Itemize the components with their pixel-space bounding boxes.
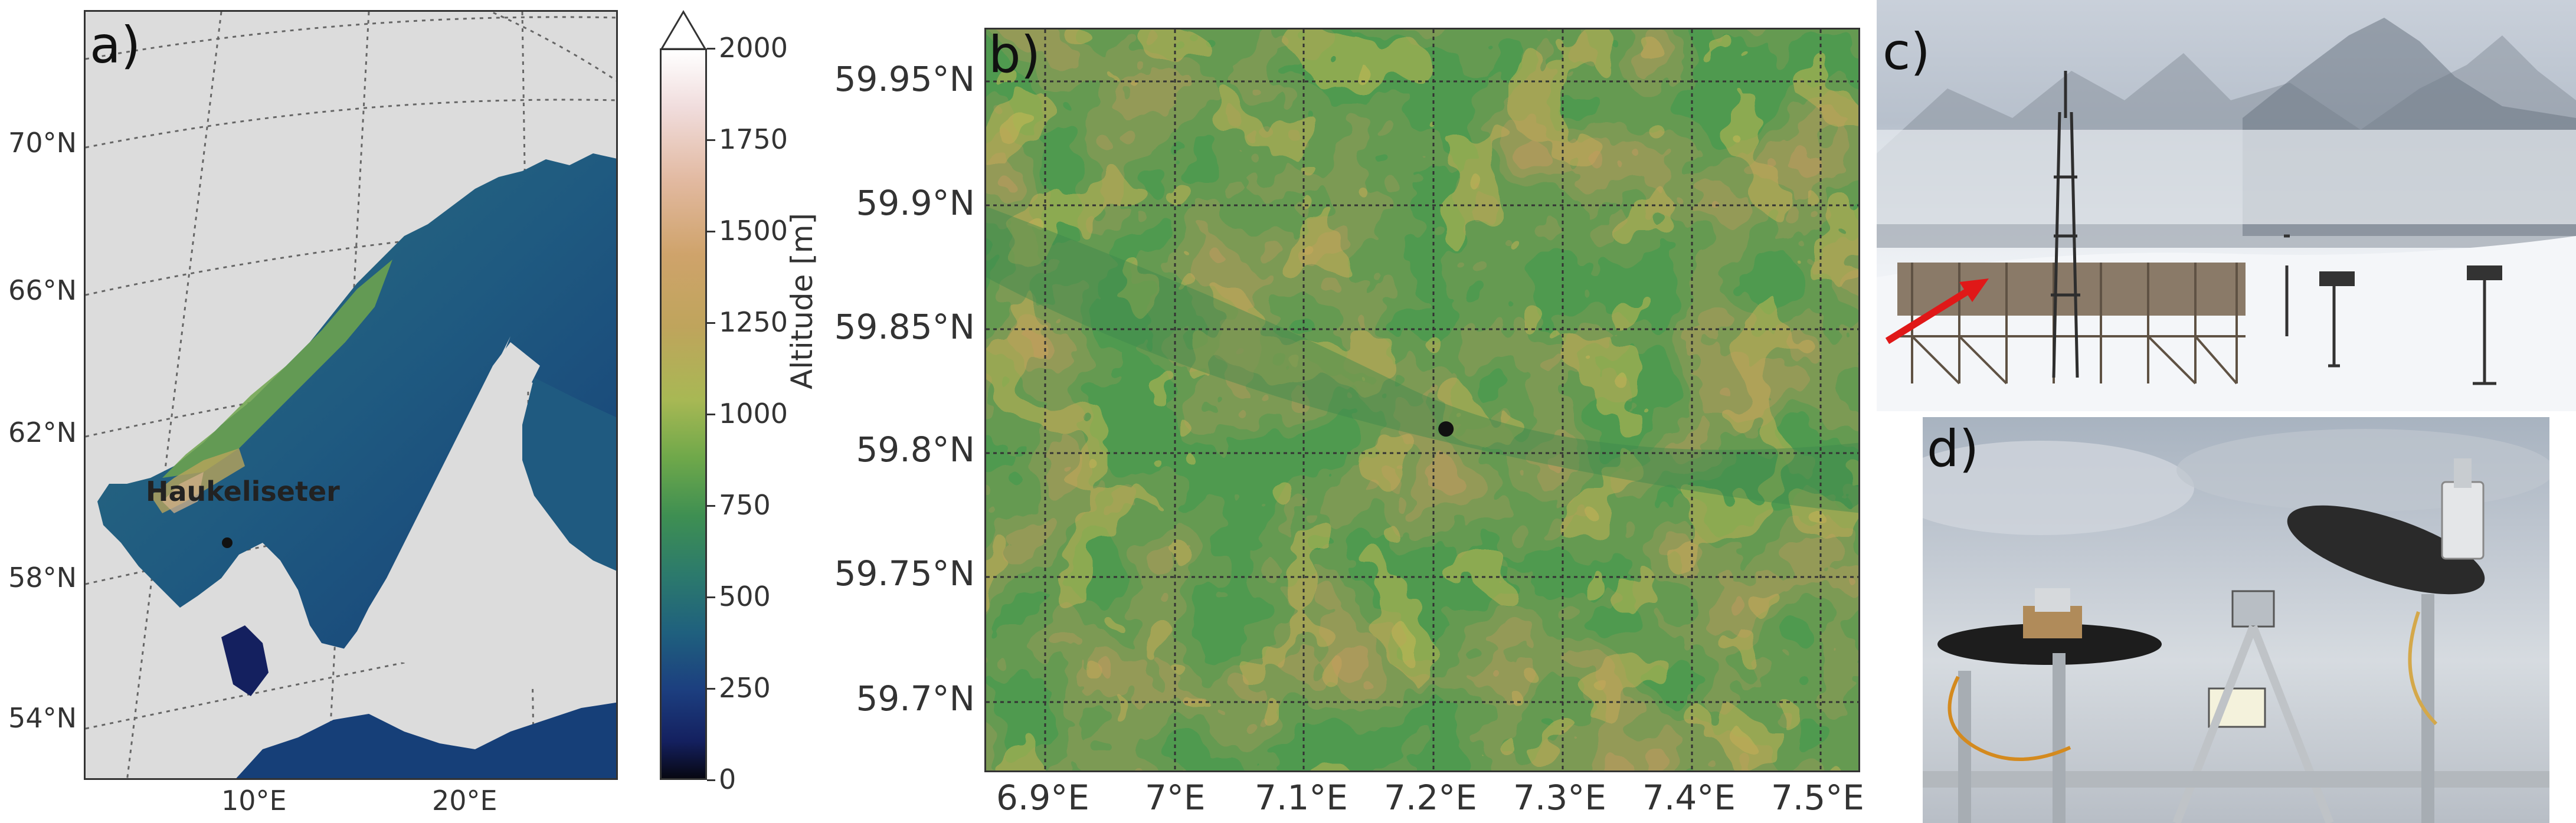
colorbar-tickmark <box>707 596 715 598</box>
lat-label-59-75: 59.75°N <box>834 553 975 594</box>
colorbar-tick-label: 750 <box>719 489 771 521</box>
instrument-photo-graphic <box>1923 429 2549 823</box>
red-arrow <box>1885 278 1989 345</box>
colorbar-tickmark <box>707 322 715 324</box>
station-photo-graphic <box>1877 18 2576 411</box>
grid-lines <box>986 29 1858 770</box>
colorbar-extend-arrow <box>660 10 707 50</box>
colorbar-tick-label: 1500 <box>719 215 788 247</box>
colorbar-tick-label: 1250 <box>719 306 788 338</box>
lat-label-66: 66°N <box>8 274 77 306</box>
lon-label-7-3: 7.3°E <box>1513 778 1606 818</box>
met-mast <box>2051 71 2080 378</box>
lat-label-59-8: 59.8°N <box>856 429 975 470</box>
panel-a-label: a) <box>90 16 141 75</box>
lat-label-59-95: 59.95°N <box>834 59 975 99</box>
lat-label-59-7: 59.7°N <box>856 678 975 719</box>
lat-label-59-9: 59.9°N <box>856 183 975 223</box>
colorbar-tickmark <box>707 505 715 507</box>
altitude-colorbar <box>660 48 707 780</box>
lat-label-58: 58°N <box>8 562 77 594</box>
lon-label-7-4: 7.4°E <box>1642 778 1736 818</box>
baltic-sea <box>339 342 616 696</box>
overview-map: Haukeliseter <box>84 10 618 780</box>
lon-label-6-9: 6.9°E <box>996 778 1089 818</box>
colorbar-tickmark <box>707 48 715 50</box>
overview-map-graphic <box>86 12 616 778</box>
lon-label-20e: 20°E <box>432 785 497 817</box>
station-marker <box>1438 421 1454 437</box>
lon-label-10e: 10°E <box>221 785 287 817</box>
lat-label-70: 70°N <box>8 127 77 159</box>
lat-label-54: 54°N <box>8 702 77 734</box>
colorbar-tickmark <box>707 779 715 781</box>
station-marker-overview <box>222 537 233 548</box>
colorbar-tickmark <box>707 231 715 232</box>
center-sensor <box>2172 590 2334 823</box>
colorbar-tickmark <box>707 139 715 141</box>
colorbar-label: Altitude [m] <box>785 213 819 389</box>
colorbar-tick-label: 0 <box>719 763 737 795</box>
lon-label-7-2: 7.2°E <box>1384 778 1477 818</box>
colorbar-tick-label: 1000 <box>719 398 788 429</box>
precip-gauges <box>2284 234 2496 385</box>
colorbar-tick-label: 1750 <box>719 123 788 155</box>
lon-label-7: 7°E <box>1145 778 1206 818</box>
site-name-label: Haukeliseter <box>146 476 340 507</box>
station-photo <box>1877 0 2576 411</box>
colorbar-tick-label: 250 <box>719 672 771 704</box>
radar-dish <box>2287 458 2485 595</box>
disdrometer <box>1937 588 2162 665</box>
instrument-photo <box>1923 417 2549 823</box>
colorbar-tickmark <box>707 688 715 690</box>
lon-label-7-5: 7.5°E <box>1771 778 1864 818</box>
panel-c-label: c) <box>1883 22 1930 81</box>
gauge-shield <box>2319 271 2355 286</box>
colorbar-tick-label: 500 <box>719 581 771 612</box>
scandinavia-land <box>97 153 616 649</box>
wind-fence <box>1897 263 2246 385</box>
lat-label-62: 62°N <box>8 417 77 448</box>
panel-d-label: d) <box>1927 419 1979 478</box>
lon-label-7-1: 7.1°E <box>1255 778 1348 818</box>
colorbar-tickmark <box>707 414 715 415</box>
lat-label-59-85: 59.85°N <box>834 307 975 347</box>
panel-b-label: b) <box>988 25 1041 84</box>
zoom-terrain-graphic <box>986 29 1858 770</box>
zoom-terrain-map <box>984 28 1860 772</box>
colorbar-tick-label: 2000 <box>719 32 788 64</box>
